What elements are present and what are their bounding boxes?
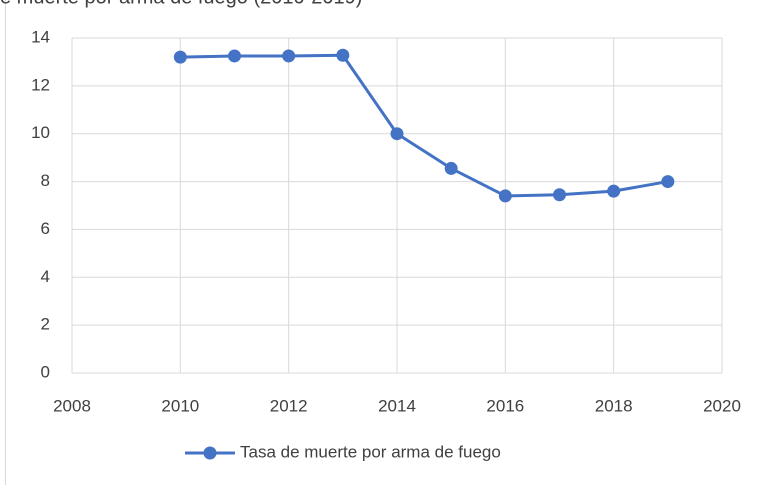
y-tick-label: 6 (41, 219, 50, 238)
series-line (180, 53, 669, 198)
data-point (228, 49, 241, 63)
legend-marker (203, 446, 217, 460)
x-tick-label: 2010 (161, 396, 199, 415)
data-point (607, 184, 621, 198)
x-tick-label: 2008 (53, 396, 91, 415)
x-tick-label: 2020 (703, 396, 741, 415)
data-point (390, 127, 404, 141)
y-tick-label: 2 (41, 315, 50, 334)
data-point (336, 48, 350, 62)
y-tick-label: 12 (31, 75, 50, 94)
legend-label: Tasa de muerte por arma de fuego (240, 442, 501, 461)
chart-title: e muerte por arma de fuego (2010-2019) (0, 0, 362, 8)
y-tick-label: 10 (31, 123, 50, 142)
y-tick-label: 0 (41, 362, 50, 381)
data-point (282, 49, 296, 63)
x-tick-label: 2016 (486, 396, 524, 415)
x-tick-label: 2012 (270, 396, 308, 415)
data-point (173, 50, 187, 64)
chart-frame (5, 0, 6, 485)
y-tick-label: 8 (41, 171, 50, 190)
x-tick-label: 2018 (595, 396, 633, 415)
data-point (553, 188, 566, 202)
y-tick-label: 4 (41, 267, 50, 286)
x-tick-label: 2014 (378, 396, 416, 415)
data-point (498, 189, 512, 203)
y-tick-label: 14 (31, 27, 50, 46)
data-point (661, 175, 675, 189)
data-point (444, 161, 458, 175)
